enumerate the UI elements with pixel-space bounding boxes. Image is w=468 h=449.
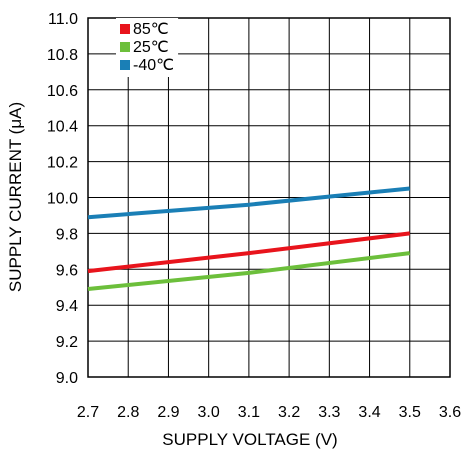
x-tick-label: 3.0 bbox=[198, 404, 220, 421]
plot-frame bbox=[87, 17, 451, 378]
x-tick-label: 2.7 bbox=[77, 404, 99, 421]
x-tick-label: 3.3 bbox=[318, 404, 340, 421]
x-tick-label: 3.5 bbox=[399, 404, 421, 421]
legend-label: -40℃ bbox=[133, 57, 174, 74]
series-line-2 bbox=[87, 251, 411, 291]
y-tick-label: 9.0 bbox=[56, 370, 78, 387]
y-tick-label: 9.2 bbox=[56, 334, 78, 351]
y-tick-label: 11.0 bbox=[48, 11, 78, 28]
legend-swatch bbox=[120, 60, 130, 70]
x-tick-label: 2.8 bbox=[117, 404, 139, 421]
y-tick-label: 9.4 bbox=[56, 298, 78, 315]
series-line-3 bbox=[87, 186, 411, 220]
y-tick-label: 9.6 bbox=[56, 262, 78, 279]
y-tick-label: 9.8 bbox=[56, 226, 78, 243]
x-tick-label: 2.9 bbox=[157, 404, 179, 421]
legend-label: 85℃ bbox=[133, 21, 169, 38]
x-axis-label: SUPPLY VOLTAGE (V) bbox=[162, 430, 337, 449]
legend-swatch bbox=[120, 42, 130, 52]
legend-label: 25℃ bbox=[133, 39, 169, 56]
y-tick-label: 10.8 bbox=[47, 47, 78, 64]
legend-swatch bbox=[120, 24, 130, 34]
legend: 85℃25℃-40℃ bbox=[116, 18, 179, 77]
y-tick-label: 10.0 bbox=[47, 191, 78, 208]
x-tick-labels: 2.7 2.8 2.9 3.0 3.1 3.2 3.3 3.4 3.5 3.6 bbox=[77, 404, 461, 421]
x-tick-label: 3.2 bbox=[278, 404, 300, 421]
x-tick-label: 3.4 bbox=[358, 404, 380, 421]
series-layer bbox=[87, 186, 411, 291]
x-tick-label: 3.1 bbox=[238, 404, 260, 421]
y-tick-label: 10.2 bbox=[47, 155, 78, 172]
y-axis-label: SUPPLY CURRENT (μA) bbox=[6, 102, 25, 292]
y-tick-labels: 11.0 10.8 10.6 10.4 10.2 10.0 9.8 9.6 9.4 9.2 9.0 bbox=[47, 11, 78, 387]
x-tick-label: 3.6 bbox=[439, 404, 461, 421]
series-line-1 bbox=[87, 231, 411, 274]
y-tick-label: 10.4 bbox=[47, 119, 78, 136]
y-tick-label: 10.6 bbox=[47, 83, 78, 100]
